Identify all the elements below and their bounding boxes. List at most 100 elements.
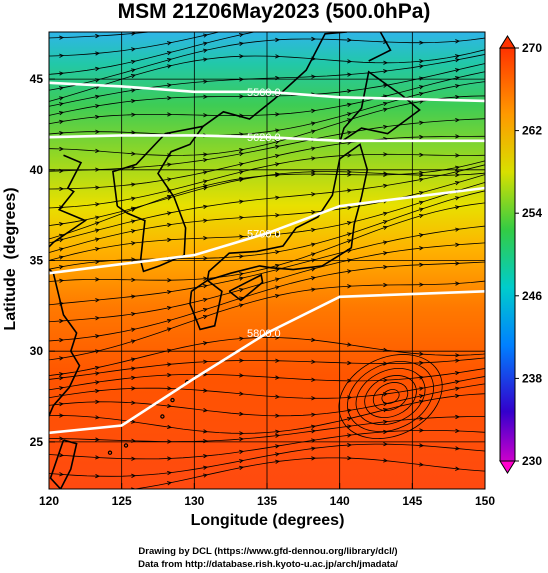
wind-arrow — [383, 282, 389, 288]
island — [170, 397, 175, 403]
wind-arrow — [95, 298, 101, 303]
wind-arrow — [94, 349, 101, 354]
y-tick-label: 45 — [30, 72, 44, 86]
anticyclone-ring — [338, 354, 443, 439]
wind-arrow — [95, 66, 101, 72]
wind-arrow — [346, 221, 353, 226]
wind-arrow — [58, 111, 65, 116]
wind-arrow — [239, 391, 245, 396]
wind-arrow — [455, 428, 461, 434]
wind-arrow — [239, 41, 245, 46]
wind-arrow — [203, 388, 209, 393]
wind-arrow — [382, 225, 388, 230]
wind-arrow — [455, 21, 459, 25]
wind-arrow — [383, 347, 389, 352]
wind-arrow — [130, 339, 136, 344]
wind-arrow — [167, 318, 173, 323]
wind-arrow — [239, 411, 245, 417]
wind-arrow — [311, 412, 317, 417]
wind-arrow — [239, 26, 243, 29]
wind-arrow — [383, 60, 389, 65]
wind-arrow — [454, 58, 461, 63]
wind-arrow — [347, 172, 353, 177]
wind-arrow — [59, 356, 65, 361]
wind-arrow — [239, 436, 245, 442]
wind-arrow — [203, 297, 209, 303]
y-tick-label: 35 — [30, 254, 44, 268]
wind-arrow — [346, 232, 352, 237]
wind-arrow — [311, 258, 316, 263]
x-tick-label: 140 — [330, 494, 350, 508]
wind-arrow — [455, 358, 461, 363]
wind-arrow — [347, 442, 353, 448]
wind-arrow — [275, 232, 281, 237]
wind-arrow — [238, 465, 245, 470]
wind-arrow — [311, 108, 317, 114]
wind-arrow — [130, 229, 137, 234]
wind-arrow — [58, 265, 65, 270]
plot-area: 5560.0 5620.0 5700.0 5800.0 — [49, 3, 485, 489]
wind-arrow — [347, 269, 353, 274]
wind-arrow — [95, 277, 101, 282]
island — [123, 443, 129, 448]
wind-arrow — [59, 386, 65, 391]
streamline — [49, 280, 485, 361]
streamline — [49, 37, 485, 91]
wind-arrow — [95, 33, 101, 39]
wind-arrow — [455, 76, 461, 81]
wind-arrow — [59, 221, 65, 227]
wind-arrow — [311, 227, 317, 233]
coastline — [206, 143, 369, 282]
wind-arrow — [238, 459, 245, 464]
wind-arrow — [131, 165, 137, 170]
height-contour — [49, 81, 485, 103]
wind-arrow — [202, 341, 209, 346]
wind-arrow — [310, 424, 317, 429]
colorbar-bottom-arrow — [499, 460, 516, 474]
wind-arrow — [419, 360, 425, 366]
wind-arrow — [59, 278, 65, 283]
wind-arrow — [383, 20, 387, 24]
wind-arrow — [310, 146, 317, 151]
wind-arrow — [419, 134, 425, 140]
wind-arrow — [94, 365, 101, 371]
colorbar-label: 254 — [522, 206, 542, 220]
wind-arrow — [95, 104, 101, 109]
wind-arrow — [455, 227, 461, 232]
streamline — [49, 416, 485, 443]
wind-arrow — [275, 172, 281, 178]
wind-arrow — [383, 251, 389, 256]
streamline — [49, 153, 485, 209]
wind-arrow — [310, 276, 317, 281]
island — [160, 414, 165, 419]
wind-arrow — [383, 3, 387, 6]
wind-arrow — [131, 130, 137, 135]
height-contour — [49, 134, 485, 143]
wind-arrow — [203, 41, 209, 46]
streamline — [49, 32, 257, 75]
wind-arrow — [203, 256, 209, 261]
wind-arrow — [59, 436, 65, 441]
wind-arrow — [59, 186, 65, 192]
colorbar-top-arrow — [499, 35, 516, 49]
wind-arrow — [275, 75, 281, 81]
wind-arrow — [203, 204, 209, 209]
wind-arrow — [419, 120, 425, 125]
wind-arrow — [455, 261, 461, 266]
wind-arrow — [454, 386, 461, 391]
wind-arrow — [347, 37, 353, 43]
wind-arrow — [310, 121, 317, 126]
wind-arrow — [131, 419, 137, 424]
wind-arrow — [131, 400, 137, 405]
wind-arrow — [275, 433, 281, 438]
wind-arrow — [95, 388, 101, 394]
wind-arrow — [275, 375, 281, 380]
y-axis-label: Latitude (degrees) — [2, 187, 19, 331]
wind-arrow — [347, 342, 353, 347]
wind-arrow — [418, 76, 425, 81]
streamline — [49, 118, 485, 172]
wind-arrow — [418, 233, 424, 238]
wind-arrow — [455, 370, 461, 376]
wind-arrow — [274, 144, 281, 149]
wind-arrow — [418, 177, 425, 182]
